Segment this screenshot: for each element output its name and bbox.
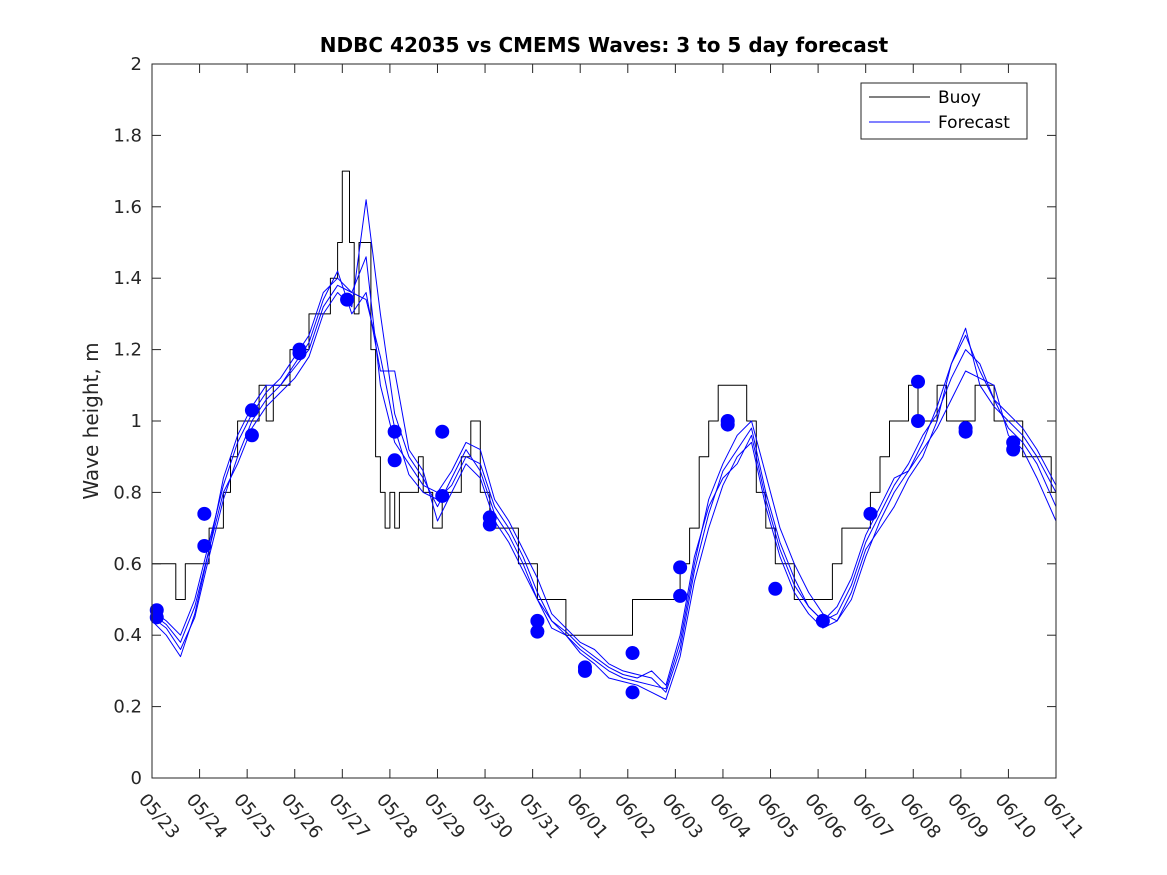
- x-tick-label: 05/31: [515, 790, 564, 843]
- forecast-marker: [197, 506, 212, 521]
- x-tick-label: 06/10: [991, 790, 1040, 843]
- forecast-marker: [149, 610, 164, 625]
- forecast-marker: [673, 588, 688, 603]
- y-tick-label: 0: [131, 768, 142, 789]
- forecast-marker: [482, 517, 497, 532]
- forecast-marker: [530, 624, 545, 639]
- forecast-marker: [958, 424, 973, 439]
- y-tick-label: 2: [131, 54, 142, 75]
- x-tick-label: 05/30: [467, 790, 516, 843]
- forecast-marker: [1006, 442, 1021, 457]
- forecast-marker: [387, 424, 402, 439]
- forecast-marker: [244, 428, 259, 443]
- x-tick-label: 06/09: [943, 790, 992, 843]
- chart-title: NDBC 42035 vs CMEMS Waves: 3 to 5 day fo…: [320, 33, 889, 57]
- y-tick-label: 0.2: [113, 697, 142, 718]
- legend: Buoy Forecast: [860, 82, 1028, 140]
- x-tick-label: 05/29: [420, 790, 469, 843]
- forecast-marker: [911, 374, 926, 389]
- series-line-forecast-3: [151, 199, 1057, 700]
- forecast-marker: [244, 403, 259, 418]
- y-axis-ticks: 0 0.2 0.4 0.6 0.8 1 1.2 1.4 1.6 1.8 2: [113, 54, 1056, 789]
- x-tick-label: 05/23: [134, 790, 183, 843]
- forecast-marker: [815, 613, 830, 628]
- x-tick-label: 06/06: [800, 790, 849, 843]
- y-tick-label: 1: [131, 411, 142, 432]
- x-tick-label: 05/24: [182, 790, 231, 843]
- forecast-marker: [435, 488, 450, 503]
- x-tick-label: 05/28: [372, 790, 421, 843]
- x-tick-label: 06/05: [753, 790, 802, 843]
- y-axis-label: Wave height, m: [79, 342, 103, 499]
- y-tick-label: 0.8: [113, 482, 142, 503]
- forecast-marker: [863, 506, 878, 521]
- forecast-marker: [720, 417, 735, 432]
- forecast-marker: [673, 560, 688, 575]
- legend-box: [860, 82, 1028, 140]
- forecast-marker: [197, 538, 212, 553]
- forecast-marker: [292, 346, 307, 361]
- forecast-marker: [340, 292, 355, 307]
- y-tick-label: 1.2: [113, 340, 142, 361]
- x-tick-label: 06/03: [658, 790, 707, 843]
- forecast-marker: [577, 663, 592, 678]
- y-tick-label: 0.6: [113, 554, 142, 575]
- forecast-marker: [387, 453, 402, 468]
- legend-label-buoy: Buoy: [938, 88, 981, 108]
- forecast-marker: [625, 646, 640, 661]
- x-tick-label: 06/04: [705, 790, 754, 843]
- x-tick-label: 05/25: [229, 790, 278, 843]
- x-tick-label: 06/02: [610, 790, 659, 843]
- forecast-marker: [911, 414, 926, 428]
- forecast-marker: [435, 424, 450, 439]
- forecast-markers: [149, 292, 1021, 700]
- legend-label-forecast: Forecast: [938, 113, 1010, 133]
- forecast-marker: [530, 613, 545, 628]
- forecast-marker: [768, 581, 783, 596]
- x-tick-label: 06/11: [1038, 790, 1087, 843]
- y-tick-label: 1.8: [113, 125, 142, 146]
- y-tick-label: 1.6: [113, 197, 142, 218]
- x-tick-label: 05/27: [324, 790, 373, 843]
- forecast-marker: [625, 685, 640, 700]
- x-tick-label: 05/26: [277, 790, 326, 843]
- x-tick-label: 06/01: [562, 790, 611, 843]
- y-tick-label: 0.4: [113, 625, 142, 646]
- y-tick-label: 1.4: [113, 268, 142, 289]
- x-tick-label: 06/08: [895, 790, 944, 843]
- x-tick-label: 06/07: [848, 790, 897, 843]
